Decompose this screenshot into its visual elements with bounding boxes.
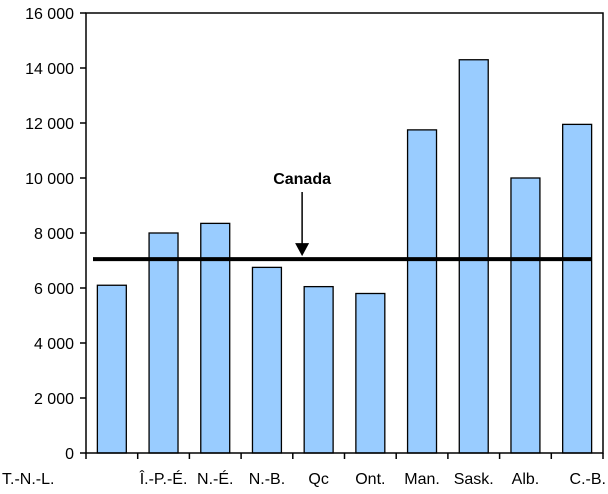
bar-2 bbox=[200, 222, 231, 454]
x-category-label-6: Man. bbox=[404, 471, 440, 488]
y-tick-label-1: 2 000 bbox=[34, 391, 74, 408]
y-tick-label-6: 12 000 bbox=[25, 116, 74, 133]
x-category-label-4: Qc bbox=[308, 471, 328, 488]
bar-9 bbox=[562, 123, 593, 454]
x-category-label-9: C.-B. bbox=[570, 471, 606, 488]
bars-group bbox=[96, 59, 593, 454]
y-tick-label-5: 10 000 bbox=[25, 171, 74, 188]
x-category-label-7: Sask. bbox=[454, 471, 494, 488]
annotation-arrow-head bbox=[295, 243, 310, 257]
x-tick-labels: T.-N.-L. Î.-P.-É. N.-É. N.-B. Qc Ont. Man. Sask… bbox=[2, 469, 606, 488]
reference-group: Canada bbox=[93, 171, 591, 262]
x-category-label-8: Alb. bbox=[512, 471, 540, 488]
canada-annotation-label: Canada bbox=[273, 171, 331, 188]
bar-1 bbox=[148, 232, 179, 454]
y-tick-labels: 0 2 000 4 000 6 000 8 000 10 000 12 000 14 000 1… bbox=[25, 6, 74, 463]
bar-0 bbox=[96, 284, 127, 454]
bar-4 bbox=[303, 285, 334, 454]
bar-7 bbox=[458, 59, 489, 454]
x-category-label-1: Î.-P.-É. bbox=[139, 469, 188, 488]
y-tick-label-8: 16 000 bbox=[25, 6, 74, 23]
bar-6 bbox=[406, 129, 438, 454]
y-tick-label-4: 8 000 bbox=[34, 226, 74, 243]
y-tick-label-7: 14 000 bbox=[25, 61, 74, 78]
x-category-label-3: N.-B. bbox=[249, 471, 285, 488]
axes-group bbox=[80, 12, 604, 459]
x-category-label-2: N.-É. bbox=[197, 469, 233, 488]
bar-8 bbox=[510, 177, 541, 454]
y-tick-label-3: 6 000 bbox=[34, 281, 74, 298]
bar-5 bbox=[355, 292, 386, 454]
y-tick-label-2: 4 000 bbox=[34, 336, 74, 353]
bar-3 bbox=[251, 266, 283, 454]
y-tick-label-0: 0 bbox=[65, 446, 74, 463]
x-category-label-5: Ont. bbox=[355, 471, 385, 488]
x-category-label-0: T.-N.-L. bbox=[2, 471, 54, 488]
